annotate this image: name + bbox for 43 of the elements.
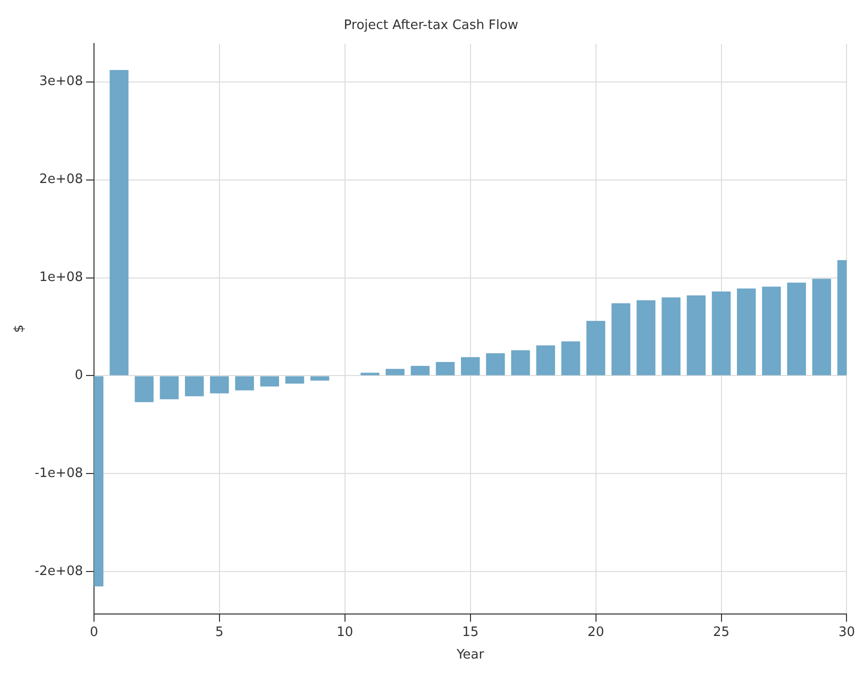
x-tick-label: 25 <box>713 624 730 640</box>
x-tick-label: 10 <box>336 624 354 640</box>
y-tick-label: 3e+08 <box>39 74 83 90</box>
bar <box>285 376 304 384</box>
bar <box>184 376 204 396</box>
bar <box>460 357 480 376</box>
x-tick-label: 0 <box>90 624 98 640</box>
bar <box>736 288 756 376</box>
y-tick-label: -1e+08 <box>34 466 83 482</box>
x-tick-label: 5 <box>215 624 224 640</box>
bar <box>511 350 530 376</box>
bar <box>134 376 154 402</box>
bar <box>662 297 680 376</box>
bar <box>386 368 404 376</box>
y-tick-label: 2e+08 <box>39 172 83 188</box>
bar <box>310 376 330 381</box>
y-tick-label: 0 <box>74 368 83 384</box>
bar <box>612 303 630 376</box>
bar <box>636 300 656 376</box>
x-tick-label: 15 <box>462 624 479 640</box>
bar <box>235 376 254 390</box>
bar <box>561 341 580 376</box>
bar <box>712 291 731 376</box>
chart-title: Project After-tax Cash Flow <box>344 18 519 34</box>
y-axis-title: $ <box>12 324 28 333</box>
y-tick-label: 1e+08 <box>39 270 83 286</box>
bar <box>586 320 606 376</box>
y-tick-label: -2e+08 <box>34 564 83 580</box>
bar <box>787 282 806 376</box>
bar <box>762 286 781 376</box>
bar <box>536 345 556 376</box>
bar <box>436 362 455 376</box>
bar <box>110 70 128 376</box>
bar <box>486 353 505 376</box>
bar <box>160 376 179 400</box>
bar <box>686 295 706 376</box>
bar <box>410 366 430 376</box>
bar <box>260 376 280 387</box>
x-tick-label: 20 <box>588 624 604 640</box>
bar <box>210 376 229 394</box>
x-axis-title: Year <box>456 648 485 663</box>
x-tick-label: 30 <box>838 624 855 640</box>
bar <box>812 278 832 376</box>
